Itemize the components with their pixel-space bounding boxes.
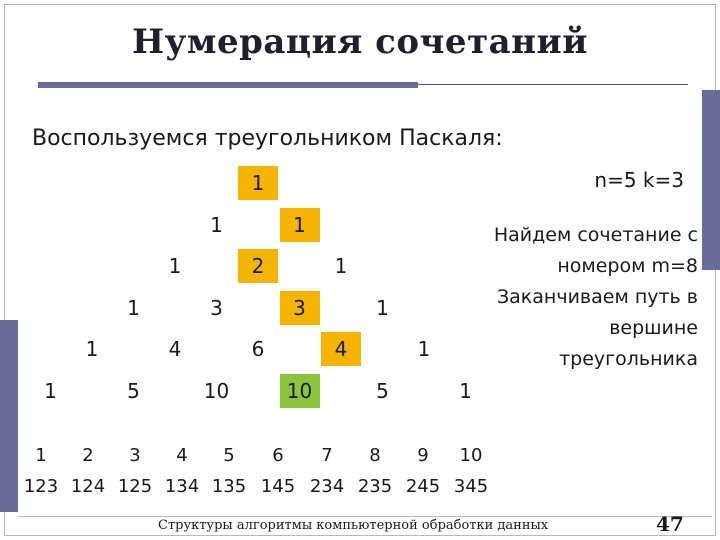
triangle-cell: 1 [127, 295, 140, 320]
slide-frame [4, 4, 716, 536]
combination-value: 134 [164, 476, 200, 497]
combination-value: 135 [211, 476, 247, 497]
note-line: Заканчиваем путь в [496, 286, 698, 308]
combination-index: 3 [129, 445, 141, 466]
combination-value: 234 [309, 476, 345, 497]
triangle-cell: 1 [238, 166, 278, 200]
combination-index: 8 [369, 445, 381, 466]
triangle-cell: 1 [334, 254, 348, 278]
slide-title: Нумерация сочетаний [132, 22, 588, 62]
triangle-cell: 1 [210, 212, 223, 237]
combination-value: 123 [23, 476, 59, 497]
title-underline-bar [38, 82, 418, 88]
triangle-cell: 1 [85, 337, 99, 361]
combination-index: 9 [417, 445, 429, 466]
combination-value: 235 [357, 476, 393, 497]
note-line: вершине [609, 317, 698, 339]
combination-value: 145 [260, 476, 296, 497]
triangle-cell: 3 [210, 295, 223, 320]
triangle-cell: 1 [376, 295, 389, 320]
title-underline-line [418, 84, 688, 85]
parameters-text: n=5 k=3 [594, 168, 684, 192]
combination-index: 2 [82, 445, 94, 466]
combination-value: 125 [117, 476, 153, 497]
triangle-cell: 10 [279, 373, 320, 408]
triangle-cell: 1 [168, 254, 182, 278]
combination-value: 345 [453, 476, 489, 497]
triangle-cell: 1 [279, 207, 320, 242]
combination-value: 245 [405, 476, 441, 497]
triangle-cell: 5 [127, 378, 140, 403]
combination-index: 6 [272, 445, 284, 466]
triangle-cell: 10 [203, 378, 230, 403]
intro-text: Воспользуемся треугольником Паскаля: [32, 126, 503, 151]
combination-index: 5 [223, 445, 235, 466]
combination-index: 7 [321, 445, 333, 466]
triangle-cell: 1 [417, 337, 431, 361]
triangle-cell: 1 [44, 378, 57, 403]
triangle-cell: 5 [376, 378, 389, 403]
page-number: 47 [656, 512, 684, 536]
triangle-cell: 6 [251, 337, 265, 361]
combination-index: 1 [35, 445, 47, 466]
note-line: Найдем сочетание с [493, 224, 698, 246]
combination-index: 4 [176, 445, 188, 466]
footer-text: Структуры алгоритмы компьютерной обработ… [158, 518, 549, 533]
triangle-cell: 3 [279, 290, 320, 325]
note-line: треугольника [559, 348, 698, 370]
triangle-cell: 4 [168, 337, 182, 361]
triangle-cell: 4 [321, 332, 361, 366]
triangle-cell: 1 [459, 378, 472, 403]
instruction-note: Найдем сочетание с номером m=8 Заканчива… [448, 220, 698, 375]
triangle-cell: 2 [238, 249, 278, 283]
combination-index: 10 [459, 445, 483, 466]
note-line: номером m=8 [557, 255, 698, 277]
combination-value: 124 [70, 476, 106, 497]
left-accent-bar [0, 320, 18, 512]
right-accent-bar [702, 90, 720, 270]
footer-divider [18, 516, 712, 517]
